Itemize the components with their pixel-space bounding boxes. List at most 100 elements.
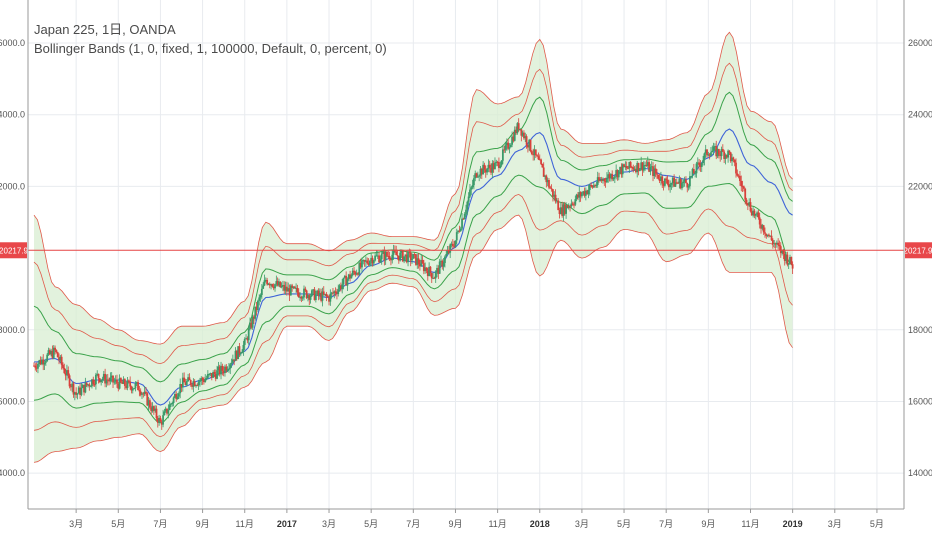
candle-body — [621, 164, 624, 175]
candle-body — [663, 178, 666, 186]
candle-body — [608, 174, 611, 179]
candle-body — [694, 173, 697, 175]
candle-body — [214, 373, 217, 379]
candle-body — [372, 260, 375, 264]
candle-body — [127, 380, 130, 382]
candle-body — [727, 150, 729, 158]
candle-body — [308, 295, 311, 300]
candle-body — [81, 384, 84, 388]
candle-body — [121, 381, 124, 384]
candle-body — [553, 194, 556, 197]
candle-body — [220, 365, 222, 375]
candle-body — [638, 168, 641, 172]
candle-body — [479, 168, 482, 176]
symbol-title[interactable]: Japan 225, 1日, OANDA — [34, 22, 176, 37]
candle-body — [451, 243, 454, 247]
candle-body — [545, 175, 548, 183]
candle-body — [520, 129, 523, 136]
candle-body — [174, 394, 176, 398]
y-tick-label-left: 22000.0 — [0, 181, 25, 191]
candle-body — [557, 200, 560, 211]
candle-body — [569, 206, 571, 208]
candle-body — [125, 385, 128, 388]
candle-body — [471, 185, 474, 188]
candle-body — [717, 149, 720, 155]
candle-body — [500, 160, 503, 166]
candle-body — [486, 168, 488, 173]
candle-body — [383, 251, 386, 261]
candle-body — [732, 157, 735, 160]
candle-body — [374, 255, 377, 261]
candle-body — [503, 149, 506, 151]
candle-body — [97, 373, 100, 379]
candle-body — [555, 200, 558, 202]
candle-body — [59, 356, 62, 361]
candle-body — [599, 179, 602, 181]
candle-body — [152, 406, 155, 411]
candle-body — [361, 260, 363, 268]
candle-body — [631, 166, 633, 168]
candle-body — [60, 356, 63, 365]
candle-body — [504, 145, 507, 150]
y-tick-label-left: 24000.0 — [0, 110, 25, 120]
candle-body — [33, 365, 35, 367]
candle-body — [274, 284, 276, 289]
candle-body — [790, 257, 793, 265]
candle-body — [516, 123, 519, 134]
candle-body — [533, 149, 536, 156]
candle-body — [288, 288, 291, 296]
candle-body — [660, 176, 662, 181]
indicator-label[interactable]: Bollinger Bands (1, 0, fixed, 1, 100000,… — [34, 41, 387, 56]
candle-body — [168, 404, 171, 410]
candle-body — [578, 192, 581, 198]
candle-body — [715, 146, 718, 157]
candle-body — [249, 322, 251, 330]
candle-body — [459, 228, 462, 232]
candle-body — [110, 375, 113, 378]
candle-body — [457, 230, 459, 233]
candle-body — [366, 260, 369, 264]
candle-body — [692, 169, 695, 174]
candle-body — [532, 154, 535, 156]
candle-body — [321, 291, 324, 301]
candle-body — [73, 392, 76, 395]
candle-body — [548, 179, 550, 188]
upper-band-line — [33, 31, 793, 345]
candle-body — [307, 295, 309, 299]
candle-body — [728, 150, 731, 153]
candle-body — [665, 178, 668, 180]
candle-body — [304, 288, 307, 291]
candle-body — [702, 160, 704, 164]
candle-body — [498, 162, 500, 168]
candle-body — [230, 362, 233, 365]
candle-body — [367, 263, 370, 265]
candle-body — [35, 367, 38, 369]
candle-body — [760, 224, 762, 229]
candle-body — [467, 196, 470, 202]
candle-body — [609, 174, 612, 179]
candle-body — [519, 129, 521, 131]
candle-body — [695, 163, 698, 174]
candle-body — [476, 176, 479, 178]
candle-body — [384, 251, 387, 261]
candle-body — [34, 365, 37, 368]
candle-body — [187, 377, 189, 382]
candle-body — [151, 406, 154, 412]
candle-body — [490, 167, 492, 173]
candle-body — [434, 271, 437, 279]
candle-body — [333, 291, 336, 294]
candle-body — [64, 373, 67, 376]
middle-band-line — [33, 128, 793, 406]
candle-body — [733, 159, 736, 163]
candle-body — [224, 366, 226, 373]
candle-body — [210, 372, 213, 378]
candle-body — [46, 354, 49, 362]
candle-body — [586, 190, 589, 195]
candle-body — [679, 179, 682, 189]
candle-body — [440, 260, 442, 262]
chart-legend: Japan 225, 1日, OANDA Bollinger Bands (1,… — [34, 20, 387, 58]
candle-body — [785, 254, 787, 261]
candle-body — [254, 306, 257, 319]
